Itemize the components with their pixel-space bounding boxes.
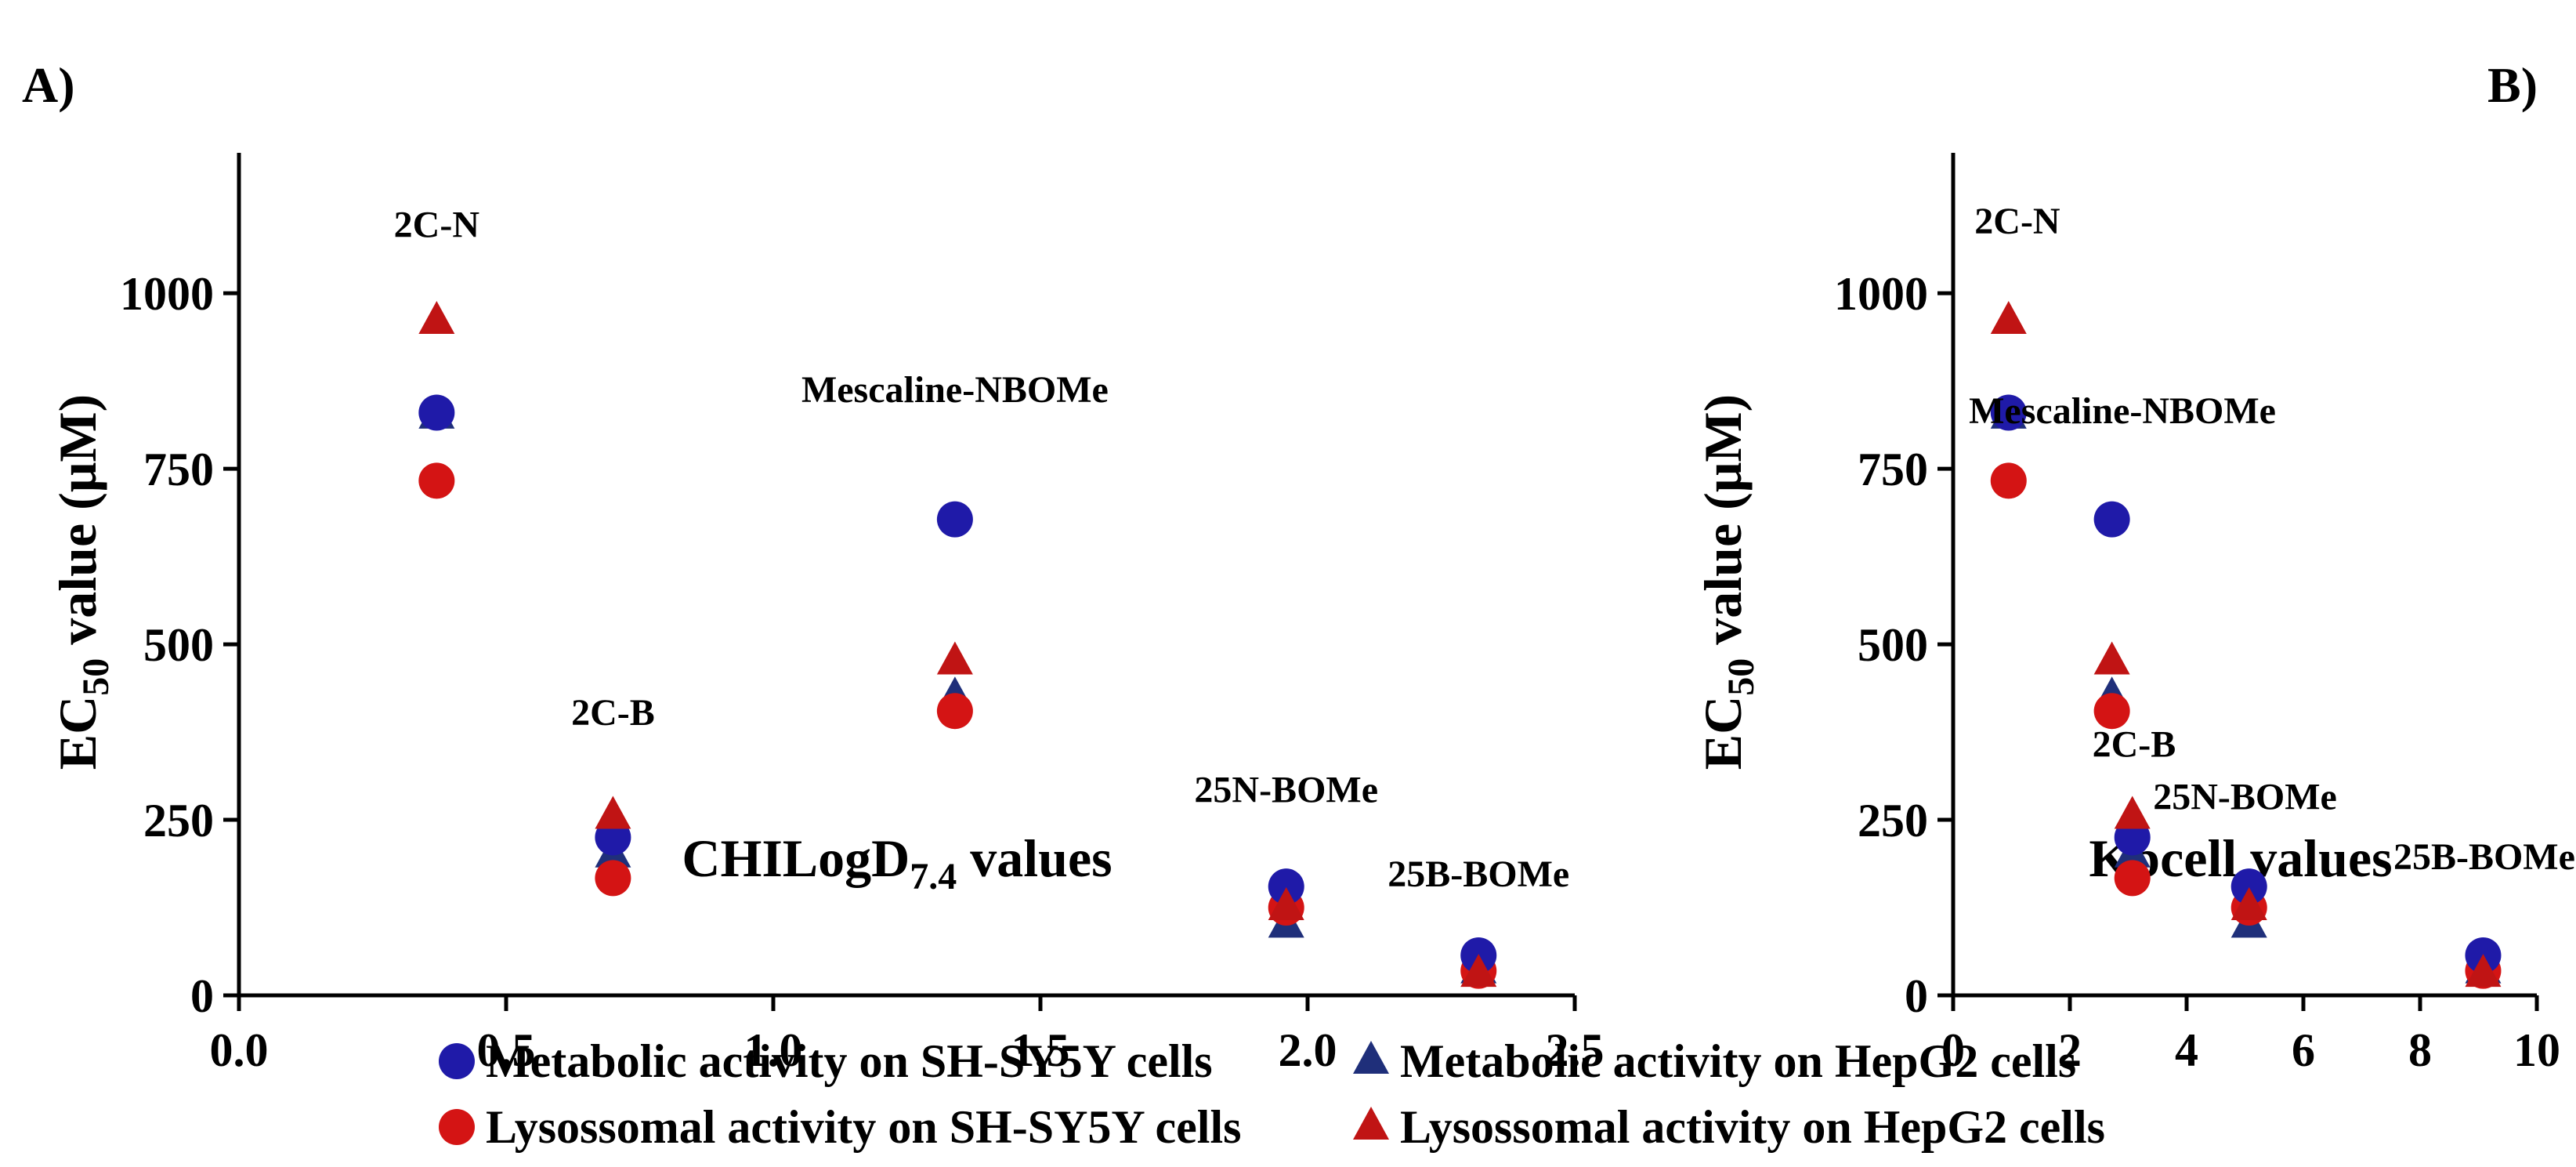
x-tick-label: 6	[2292, 1024, 2315, 1076]
point-annotation: 25B-BOMe	[1387, 854, 1569, 895]
data-point-lysosomal-hepg2	[1460, 954, 1497, 988]
data-point-metabolic-sh	[418, 394, 455, 431]
x-tick-label: 2.5	[1546, 1024, 1605, 1076]
legend-marker-lysosomal-hepg2	[1353, 1106, 1389, 1140]
data-point-lysosomal-sh	[2114, 860, 2151, 897]
legend-marker-metabolic-hepg2	[1353, 1040, 1389, 1074]
point-annotation: 2C-B	[2093, 723, 2176, 765]
legend-label: Lysossomal activity on HepG2 cells	[1400, 1101, 2105, 1153]
y-tick-label: 0	[1905, 970, 1928, 1022]
y-tick-label: 250	[143, 795, 214, 846]
y-tick-label: 250	[1858, 795, 1928, 846]
y-tick-label: 750	[143, 444, 214, 495]
y-tick-label: 750	[1858, 444, 1928, 495]
y-axis-title: EC50 value (μM)	[48, 394, 117, 770]
point-annotation: 2C-N	[394, 205, 480, 246]
x-tick-label: 2.0	[1279, 1024, 1337, 1076]
point-annotation: 25N-BOMe	[1194, 770, 1378, 811]
y-tick-label: 1000	[1834, 268, 1928, 320]
legend-label: Lysossomal activity on SH-SY5Y cells	[486, 1101, 1241, 1153]
legend: Metabolic activity on SH-SY5Y cells Metab…	[439, 1035, 2105, 1153]
legend-label: Metabolic activity on SH-SY5Y cells	[486, 1035, 1213, 1087]
x-tick-label: 2	[2058, 1024, 2082, 1076]
x-tick-label: 0.5	[477, 1024, 536, 1076]
y-tick-label: 1000	[120, 268, 214, 320]
x-tick-label: 8	[2408, 1024, 2432, 1076]
point-annotation: 2C-N	[1974, 201, 2060, 242]
x-tick-label: 1.0	[744, 1024, 803, 1076]
x-tick-label: 4	[2175, 1024, 2198, 1076]
data-point-lysosomal-sh	[2093, 693, 2130, 730]
y-axis-title-sub: 50	[75, 658, 117, 696]
data-point-metabolic-sh	[2230, 868, 2267, 905]
data-point-metabolic-sh	[1990, 394, 2027, 431]
panel-label: B)	[2487, 57, 2538, 113]
y-axis-title-main: EC	[1693, 696, 1753, 770]
y-axis-title-main: EC	[48, 696, 107, 770]
x-tick-label: 10	[2513, 1024, 2560, 1076]
x-axis-title: CHILogD7.4 values	[682, 828, 1112, 897]
data-point-lysosomal-sh	[418, 462, 455, 499]
data-point-metabolic-sh	[936, 501, 973, 538]
data-point-lysosomal-sh	[1990, 462, 2027, 499]
data-point-lysosomal-hepg2	[2093, 641, 2130, 675]
y-axis-title-sub: 50	[1720, 658, 1762, 696]
y-tick-label: 500	[143, 619, 214, 671]
data-point-lysosomal-hepg2	[2114, 796, 2151, 829]
data-point-metabolic-sh	[1268, 868, 1304, 905]
data-point-lysosomal-sh	[595, 860, 631, 897]
point-annotation: 2C-B	[571, 692, 655, 734]
point-annotation: 25B-BOMe	[2393, 836, 2575, 878]
point-annotation: Mescaline-NBOMe	[1969, 390, 2276, 432]
panel-label: A)	[22, 57, 75, 113]
data-point-lysosomal-sh	[936, 693, 973, 730]
legend-marker-lysosomal-sh	[439, 1109, 475, 1145]
data-point-metabolic-sh	[2093, 501, 2130, 538]
x-tick-label: 1.5	[1011, 1024, 1070, 1076]
data-point-lysosomal-hepg2	[2230, 886, 2267, 920]
y-tick-label: 500	[1858, 619, 1928, 671]
x-axis-title-sub: 7.4	[910, 856, 957, 897]
x-tick-label: 0.0	[210, 1024, 269, 1076]
point-annotation: 25N-BOMe	[2153, 777, 2337, 818]
y-axis-title-suffix: value (μM)	[48, 394, 107, 658]
data-point-lysosomal-hepg2	[418, 300, 455, 334]
x-tick-label: 0	[1941, 1024, 1965, 1076]
x-axis-title-main: CHILogD	[682, 828, 910, 888]
data-point-lysosomal-hepg2	[936, 641, 973, 675]
legend-label: Metabolic activity on HepG2 cells	[1400, 1035, 2076, 1087]
y-axis-title-suffix: value (μM)	[1693, 394, 1753, 658]
chart-panel-a: A) 0.0 0.5 1.0 1.5 2.0 2.5 0 250 500 750 1000 EC50 v…	[22, 57, 1605, 1076]
data-point-lysosomal-hepg2	[1990, 300, 2027, 334]
data-point-lysosomal-hepg2	[595, 796, 631, 829]
data-point-lysosomal-hepg2	[2465, 954, 2502, 988]
y-tick-label: 0	[190, 970, 214, 1022]
data-point-lysosomal-hepg2	[1268, 886, 1304, 920]
point-annotation: Mescaline-NBOMe	[801, 369, 1109, 411]
y-axis-title: EC50 value (μM)	[1693, 394, 1762, 770]
x-axis-title-suffix: values	[957, 828, 1112, 888]
legend-marker-metabolic-sh	[439, 1043, 475, 1079]
